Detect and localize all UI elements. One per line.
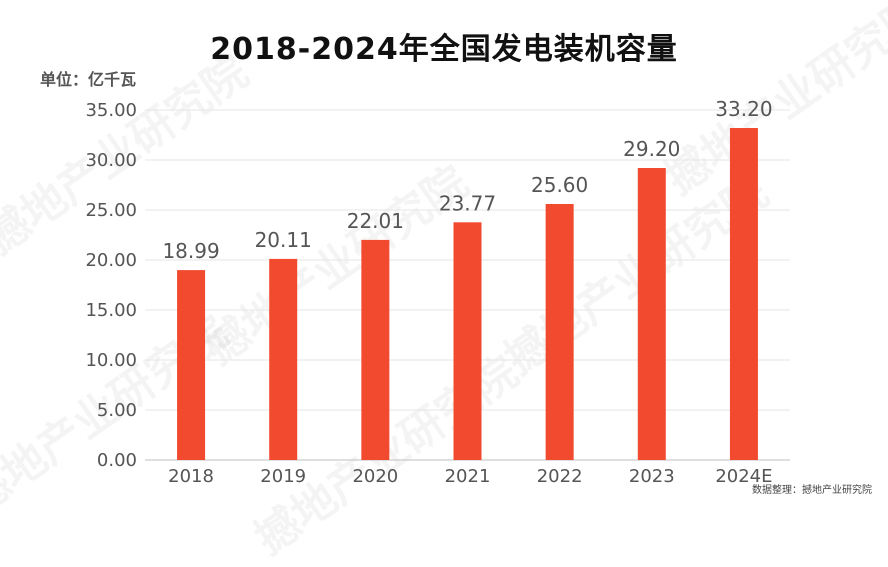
chart-title: 2018-2024年全国发电装机容量: [210, 32, 678, 67]
x-tick-label: 2023: [629, 466, 675, 487]
data-label: 33.20: [715, 97, 772, 121]
x-tick-label: 2019: [260, 466, 306, 487]
y-tick-label: 0.00: [97, 450, 137, 471]
bar-chart: 0.00 5.00 10.00 15.00 20.00 25.00 30.00 35.00 18…: [85, 97, 790, 487]
data-label: 22.01: [347, 209, 404, 233]
y-tick-label: 10.00: [85, 350, 137, 371]
y-tick-label: 25.00: [85, 200, 137, 221]
bar: [177, 270, 206, 460]
bar: [637, 168, 666, 460]
x-tick-label: 2018: [168, 466, 214, 487]
y-tick-label: 35.00: [85, 100, 137, 121]
data-label: 20.11: [255, 228, 312, 252]
bar: [269, 258, 298, 460]
bar: [545, 204, 574, 460]
source-note: 数据整理：撼地产业研究院: [752, 485, 872, 496]
bar: [729, 128, 758, 460]
data-label: 25.60: [531, 173, 588, 197]
x-tick-label: 2022: [537, 466, 583, 487]
data-label: 29.20: [623, 137, 680, 161]
bar: [361, 239, 390, 460]
unit-label: 单位：亿千瓦: [40, 70, 137, 89]
x-tick-label: 2024E: [715, 466, 772, 487]
y-tick-label: 30.00: [85, 150, 137, 171]
y-tick-label: 5.00: [97, 400, 137, 421]
y-tick-label: 20.00: [85, 250, 137, 271]
x-tick-label: 2021: [445, 466, 491, 487]
x-tick-label: 2020: [352, 466, 398, 487]
data-label: 18.99: [162, 239, 219, 263]
bar: [453, 222, 482, 460]
data-label: 23.77: [439, 191, 496, 215]
y-tick-label: 15.00: [85, 300, 137, 321]
